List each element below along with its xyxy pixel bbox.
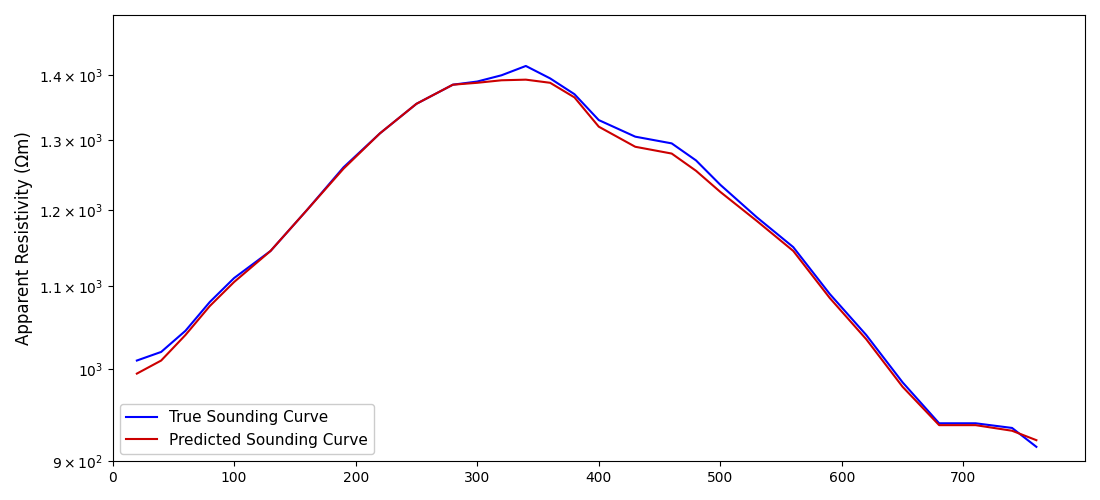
True Sounding Curve <box>1005 425 1019 431</box>
Predicted Sounding Curve <box>1005 428 1019 434</box>
True Sounding Curve <box>628 134 641 140</box>
True Sounding Curve <box>896 380 910 386</box>
True Sounding Curve <box>264 248 277 254</box>
Predicted Sounding Curve <box>823 295 836 301</box>
True Sounding Curve <box>750 214 763 220</box>
True Sounding Curve <box>337 164 350 170</box>
True Sounding Curve <box>714 182 727 188</box>
Line: Predicted Sounding Curve: Predicted Sounding Curve <box>136 80 1036 440</box>
True Sounding Curve <box>1030 444 1043 450</box>
True Sounding Curve <box>543 76 557 82</box>
Y-axis label: Apparent Resistivity (Ωm): Apparent Resistivity (Ωm) <box>15 131 33 345</box>
Predicted Sounding Curve <box>155 358 168 364</box>
True Sounding Curve <box>568 91 581 97</box>
Line: True Sounding Curve: True Sounding Curve <box>136 66 1036 447</box>
Predicted Sounding Curve <box>859 336 872 342</box>
True Sounding Curve <box>969 420 982 426</box>
Predicted Sounding Curve <box>410 101 424 107</box>
Predicted Sounding Curve <box>228 279 241 285</box>
True Sounding Curve <box>690 158 703 164</box>
Predicted Sounding Curve <box>714 189 727 195</box>
Predicted Sounding Curve <box>519 76 532 82</box>
Predicted Sounding Curve <box>933 422 946 428</box>
True Sounding Curve <box>130 358 143 364</box>
Predicted Sounding Curve <box>896 384 910 390</box>
Predicted Sounding Curve <box>471 80 484 86</box>
True Sounding Curve <box>519 63 532 69</box>
True Sounding Curve <box>495 72 508 78</box>
Predicted Sounding Curve <box>543 80 557 86</box>
True Sounding Curve <box>447 82 460 87</box>
True Sounding Curve <box>786 244 800 250</box>
True Sounding Curve <box>933 420 946 426</box>
Predicted Sounding Curve <box>495 78 508 84</box>
True Sounding Curve <box>410 101 424 107</box>
True Sounding Curve <box>373 130 386 136</box>
Predicted Sounding Curve <box>690 168 703 174</box>
Predicted Sounding Curve <box>447 82 460 87</box>
Predicted Sounding Curve <box>568 94 581 100</box>
True Sounding Curve <box>228 275 241 281</box>
Predicted Sounding Curve <box>750 218 763 224</box>
Predicted Sounding Curve <box>130 370 143 376</box>
Predicted Sounding Curve <box>337 166 350 172</box>
Predicted Sounding Curve <box>628 144 641 150</box>
Predicted Sounding Curve <box>204 303 217 309</box>
True Sounding Curve <box>823 291 836 297</box>
Predicted Sounding Curve <box>666 150 679 156</box>
Predicted Sounding Curve <box>592 124 605 130</box>
True Sounding Curve <box>471 78 484 84</box>
Predicted Sounding Curve <box>300 207 313 213</box>
True Sounding Curve <box>666 140 679 146</box>
Predicted Sounding Curve <box>1030 437 1043 443</box>
Legend: True Sounding Curve, Predicted Sounding Curve: True Sounding Curve, Predicted Sounding … <box>120 404 374 454</box>
True Sounding Curve <box>155 349 168 355</box>
True Sounding Curve <box>300 207 313 213</box>
True Sounding Curve <box>859 332 872 338</box>
Predicted Sounding Curve <box>373 130 386 136</box>
True Sounding Curve <box>592 117 605 123</box>
Predicted Sounding Curve <box>786 248 800 254</box>
True Sounding Curve <box>204 299 217 305</box>
Predicted Sounding Curve <box>969 422 982 428</box>
Predicted Sounding Curve <box>264 248 277 254</box>
True Sounding Curve <box>179 328 192 334</box>
Predicted Sounding Curve <box>179 332 192 338</box>
